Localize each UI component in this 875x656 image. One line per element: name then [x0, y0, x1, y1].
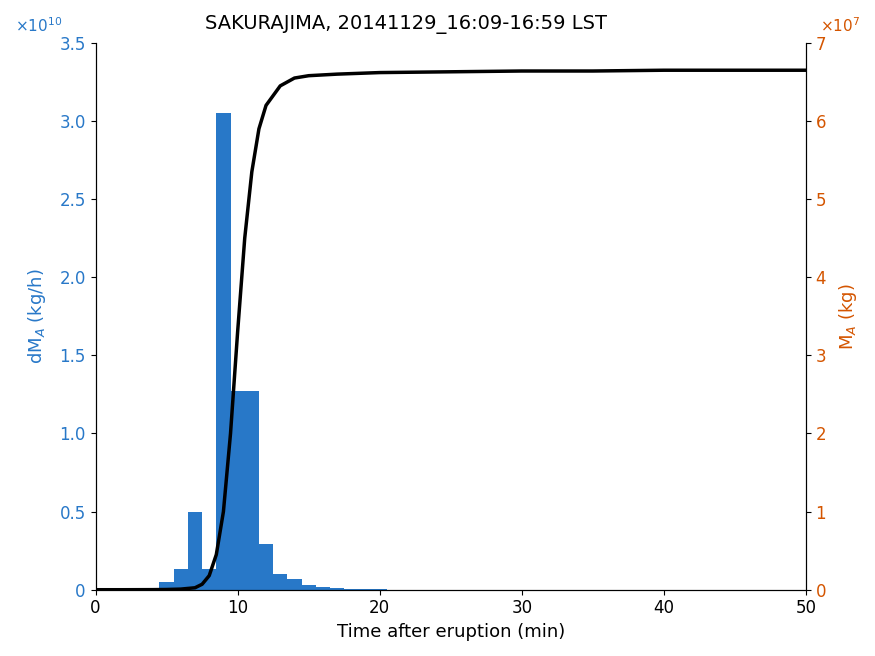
Bar	[273, 574, 287, 590]
Bar	[287, 579, 302, 590]
Text: $\times10^{10}$: $\times10^{10}$	[15, 16, 62, 35]
Bar	[245, 391, 259, 590]
Text: SAKURAJIMA, 20141129_16:09-16:59 LST: SAKURAJIMA, 20141129_16:09-16:59 LST	[205, 15, 607, 34]
Bar	[230, 391, 245, 590]
Bar	[302, 585, 316, 590]
Y-axis label: dM$_A$ (kg/h): dM$_A$ (kg/h)	[26, 268, 48, 364]
Bar	[159, 582, 174, 590]
Bar	[330, 588, 344, 590]
Text: $\times10^{7}$: $\times10^{7}$	[820, 16, 860, 35]
Bar	[259, 544, 273, 590]
Bar	[174, 569, 188, 590]
Bar	[202, 569, 216, 590]
Y-axis label: M$_A$ (kg): M$_A$ (kg)	[837, 283, 859, 350]
Bar	[316, 587, 330, 590]
Bar	[188, 512, 202, 590]
Bar	[344, 589, 359, 590]
Bar	[216, 113, 230, 590]
X-axis label: Time after eruption (min): Time after eruption (min)	[337, 623, 565, 641]
